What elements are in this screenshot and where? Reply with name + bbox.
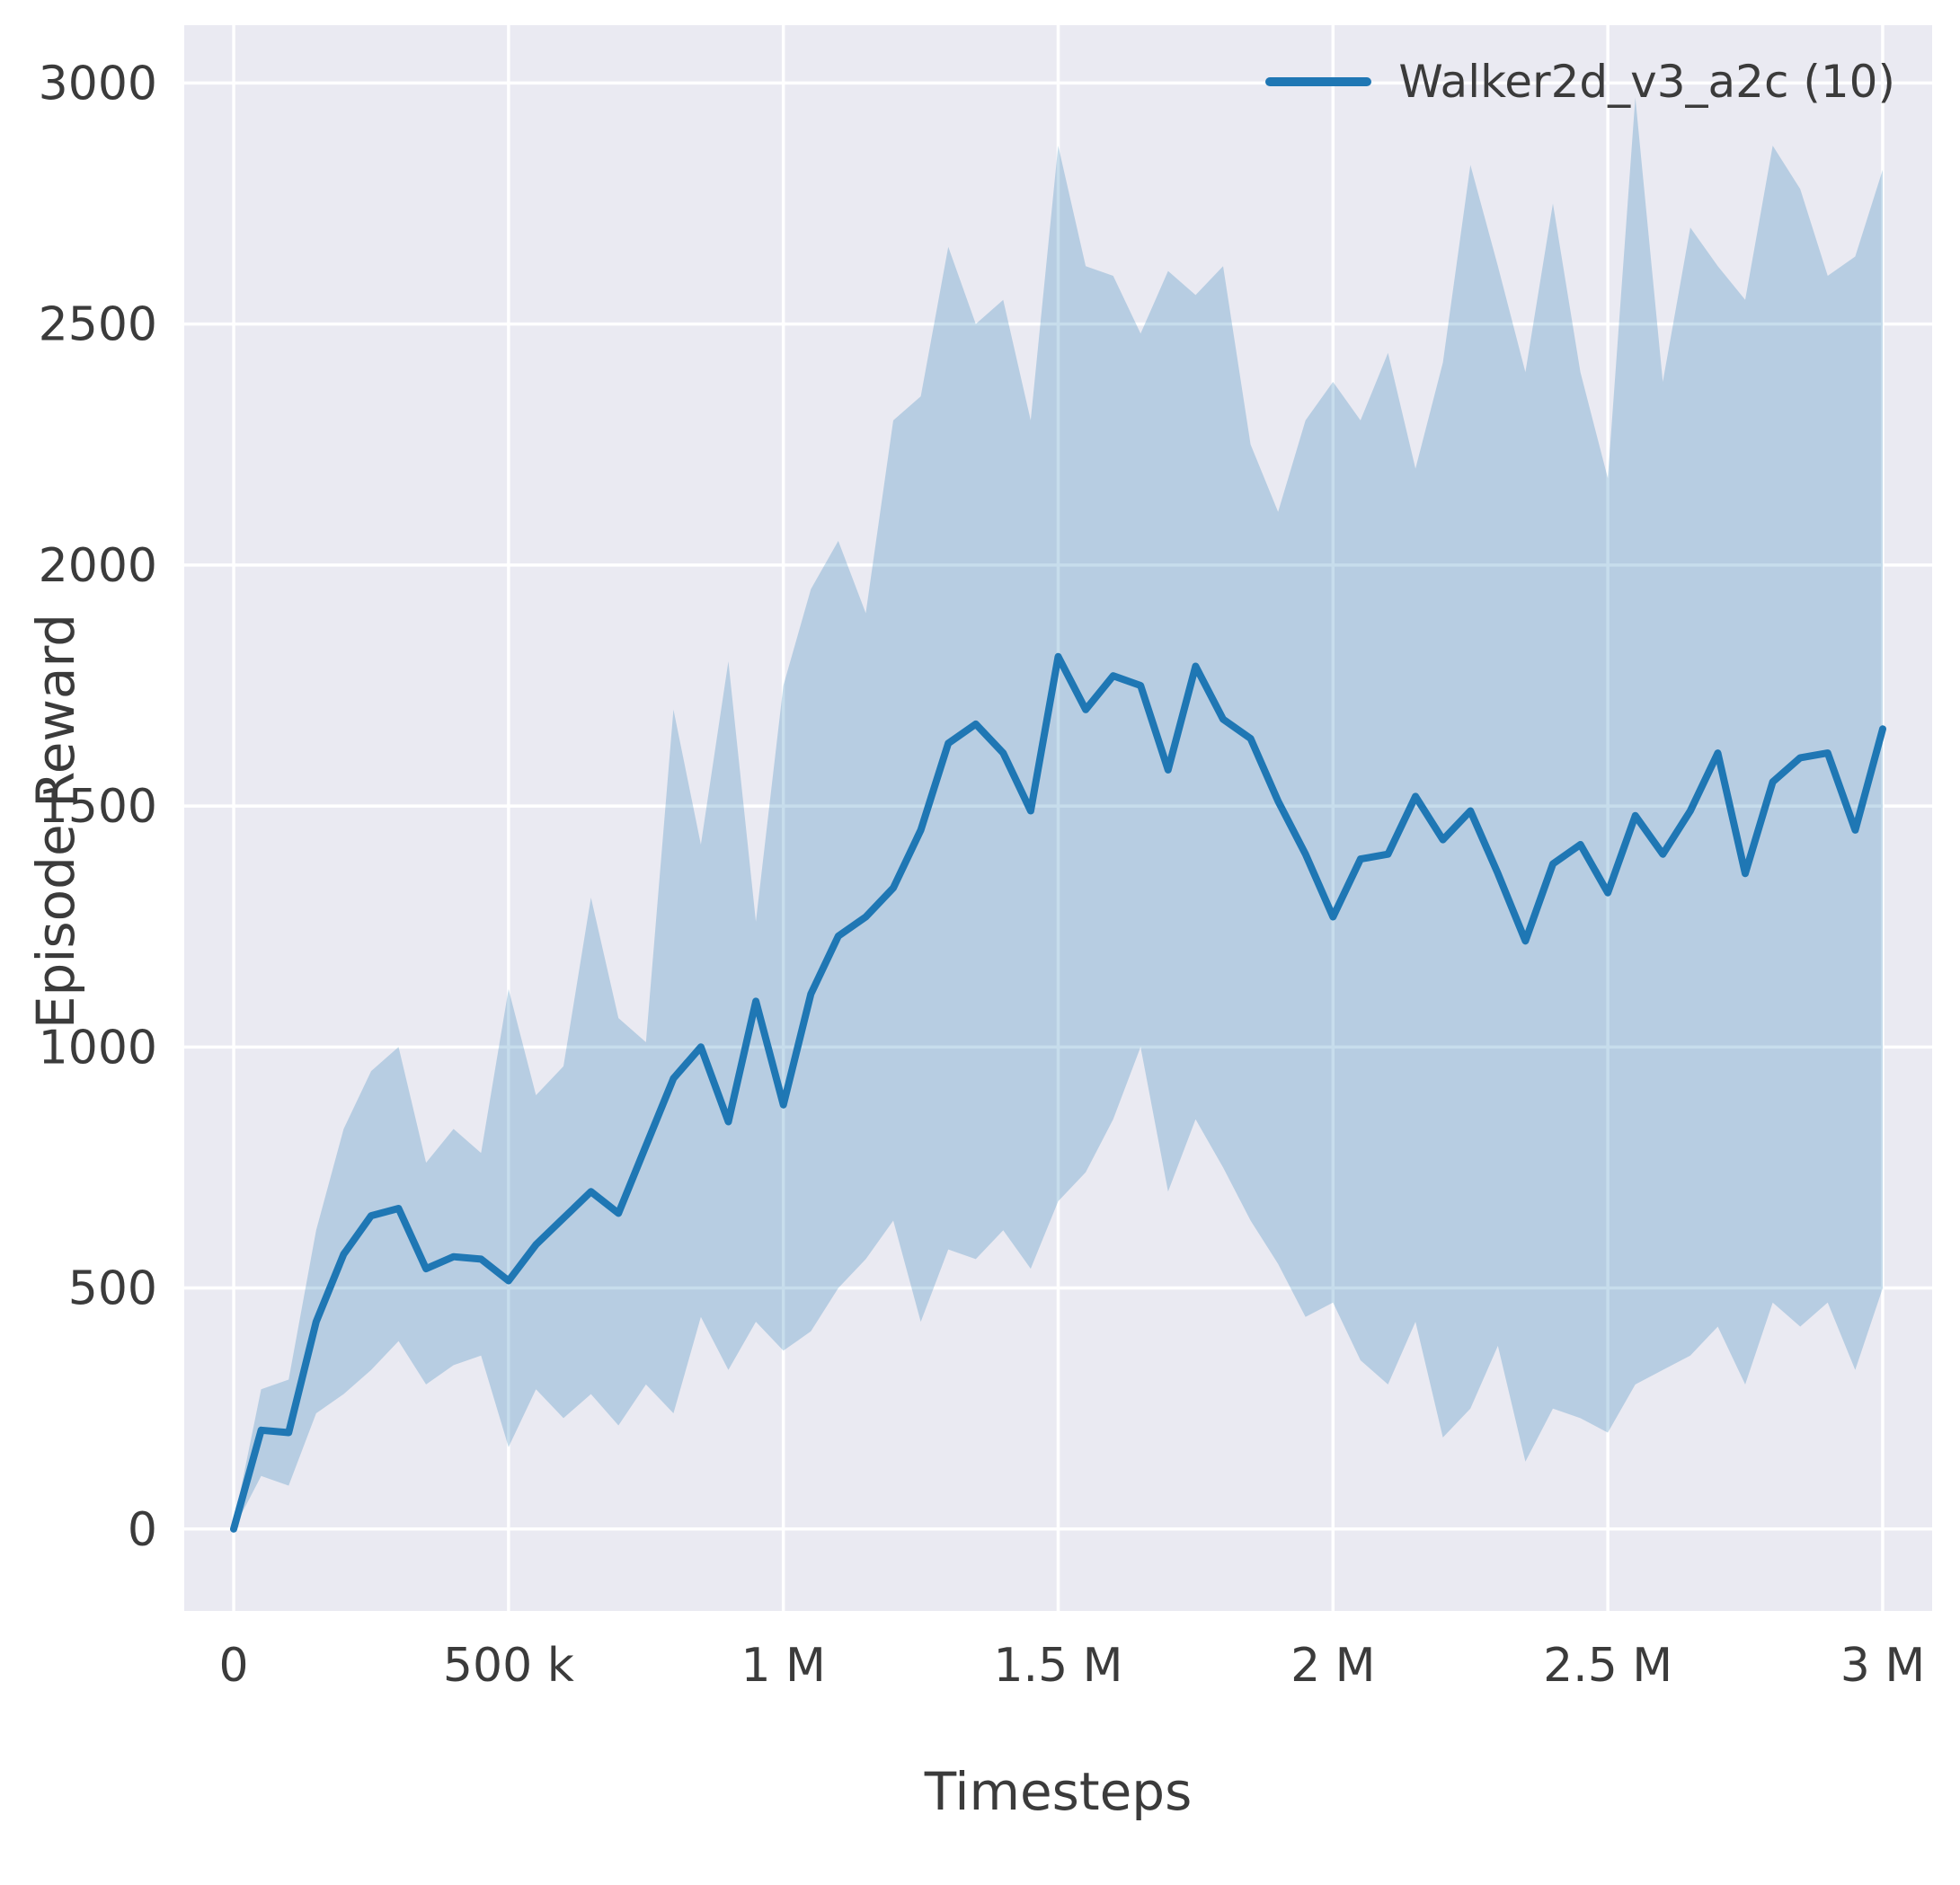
legend: Walker2d_v3_a2c (10) [1265, 56, 1895, 108]
x-tick-label: 2 M [1290, 1639, 1375, 1693]
legend-label: Walker2d_v3_a2c (10) [1398, 56, 1895, 108]
y-tick-label: 1000 [39, 1021, 157, 1075]
x-tick-label: 1 M [741, 1639, 825, 1693]
y-tick-label: 1500 [39, 780, 157, 834]
y-tick-label: 2500 [39, 298, 157, 352]
y-tick-label: 500 [68, 1262, 157, 1316]
x-tick-label: 3 M [1840, 1639, 1925, 1693]
mean-reward-line [230, 652, 1886, 1533]
legend-line-swatch [1265, 77, 1372, 86]
y-tick-label: 3000 [39, 57, 157, 111]
x-axis-label: Timesteps [924, 1761, 1193, 1822]
y-tick-label: 2000 [39, 539, 157, 593]
x-tick-label: 0 [219, 1639, 249, 1693]
x-tick-label: 500 k [443, 1639, 574, 1693]
confidence-band [234, 97, 1883, 1529]
x-tick-label: 2.5 M [1543, 1639, 1672, 1693]
x-tick-label: 1.5 M [993, 1639, 1122, 1693]
y-tick-label: 0 [128, 1503, 157, 1557]
y-axis-label: Episode Reward [25, 613, 86, 1030]
